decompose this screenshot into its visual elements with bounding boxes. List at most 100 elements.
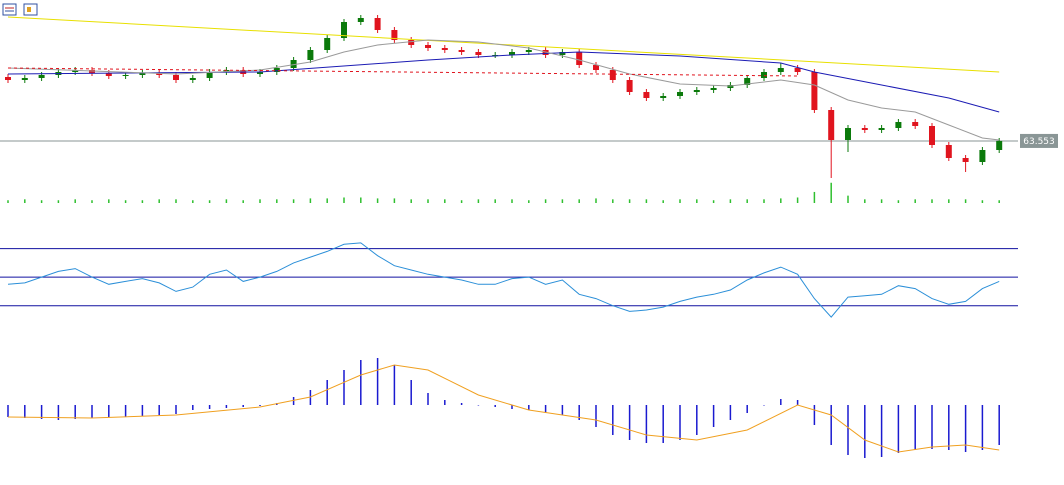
bar	[242, 405, 244, 407]
bar	[7, 405, 9, 417]
bar	[998, 405, 1000, 445]
bar	[830, 405, 832, 445]
bar	[57, 200, 60, 203]
bar	[544, 199, 547, 203]
bar	[561, 199, 564, 203]
bar	[292, 199, 295, 203]
candle-body	[206, 72, 213, 78]
bar	[948, 405, 950, 450]
bar	[427, 199, 429, 203]
bar	[628, 405, 631, 440]
bar	[696, 199, 698, 203]
bar	[477, 199, 480, 203]
bar	[628, 199, 631, 203]
indicator-line	[7, 16, 1000, 73]
bar	[981, 200, 984, 203]
bar	[662, 200, 664, 203]
bar	[729, 199, 732, 203]
bar	[763, 405, 765, 406]
candle-body	[475, 52, 482, 55]
candle-body	[273, 68, 280, 72]
candle-body	[710, 88, 717, 90]
candle-body	[626, 80, 633, 92]
bar	[410, 380, 412, 405]
bar	[964, 199, 967, 203]
bar	[528, 200, 530, 203]
panel	[7, 358, 1000, 458]
bar	[326, 198, 328, 203]
candle-body	[794, 68, 801, 72]
candle-body	[72, 70, 79, 72]
bar	[780, 198, 782, 203]
candle-body	[441, 48, 448, 50]
bar	[7, 200, 9, 203]
bar	[108, 199, 110, 203]
bar	[914, 199, 916, 203]
bar	[897, 405, 900, 453]
icon-list[interactable]	[2, 3, 17, 16]
bar	[494, 405, 496, 407]
bar	[427, 393, 429, 405]
bar	[645, 405, 648, 443]
candle-body	[223, 70, 230, 72]
candle-body	[189, 78, 196, 80]
bar	[276, 199, 278, 203]
indicator-line	[7, 51, 1000, 113]
bar	[914, 405, 916, 450]
bar	[578, 199, 580, 203]
bar	[225, 405, 228, 408]
bar	[746, 405, 748, 413]
candle-body	[996, 140, 1003, 150]
candle-body	[693, 90, 700, 92]
candle-body	[122, 75, 129, 76]
bar	[91, 405, 93, 418]
candle-body	[458, 50, 465, 52]
indicator-line	[7, 242, 1000, 318]
bar	[309, 198, 312, 203]
candle-body	[5, 77, 11, 80]
bar	[964, 405, 967, 452]
candle-body	[660, 96, 667, 98]
bar	[528, 405, 530, 410]
candle-body	[744, 78, 751, 85]
bar	[780, 399, 782, 405]
bar	[74, 199, 76, 203]
bar	[931, 405, 933, 449]
bar	[494, 199, 496, 203]
bar	[410, 199, 412, 203]
candle-body	[845, 128, 851, 140]
bar	[326, 380, 328, 405]
candle-body	[324, 38, 331, 50]
bar	[124, 405, 127, 417]
candle-body	[139, 73, 146, 75]
candle-body	[290, 60, 297, 68]
candle-body	[929, 126, 935, 145]
candle-body	[21, 78, 28, 80]
bar	[696, 405, 698, 435]
bar	[360, 197, 362, 203]
bar	[880, 199, 883, 203]
price-label: 63.553	[1023, 137, 1055, 147]
bar	[158, 405, 160, 415]
bar	[158, 199, 160, 203]
bar	[645, 199, 648, 203]
candle-body	[391, 30, 398, 40]
candle-body	[811, 72, 818, 110]
bar	[544, 405, 547, 413]
bar	[679, 199, 681, 203]
candle-body	[173, 75, 179, 80]
bar	[880, 405, 883, 457]
bar	[897, 200, 900, 203]
bar	[208, 200, 211, 203]
toolbar-icons[interactable]	[2, 3, 38, 16]
bar	[24, 199, 26, 203]
bar	[931, 199, 933, 203]
bar	[124, 200, 127, 203]
bar	[141, 200, 144, 203]
candle-body	[341, 22, 347, 38]
bar	[477, 405, 480, 406]
bar	[393, 198, 396, 203]
bar	[192, 200, 194, 203]
candle-body	[576, 52, 583, 65]
